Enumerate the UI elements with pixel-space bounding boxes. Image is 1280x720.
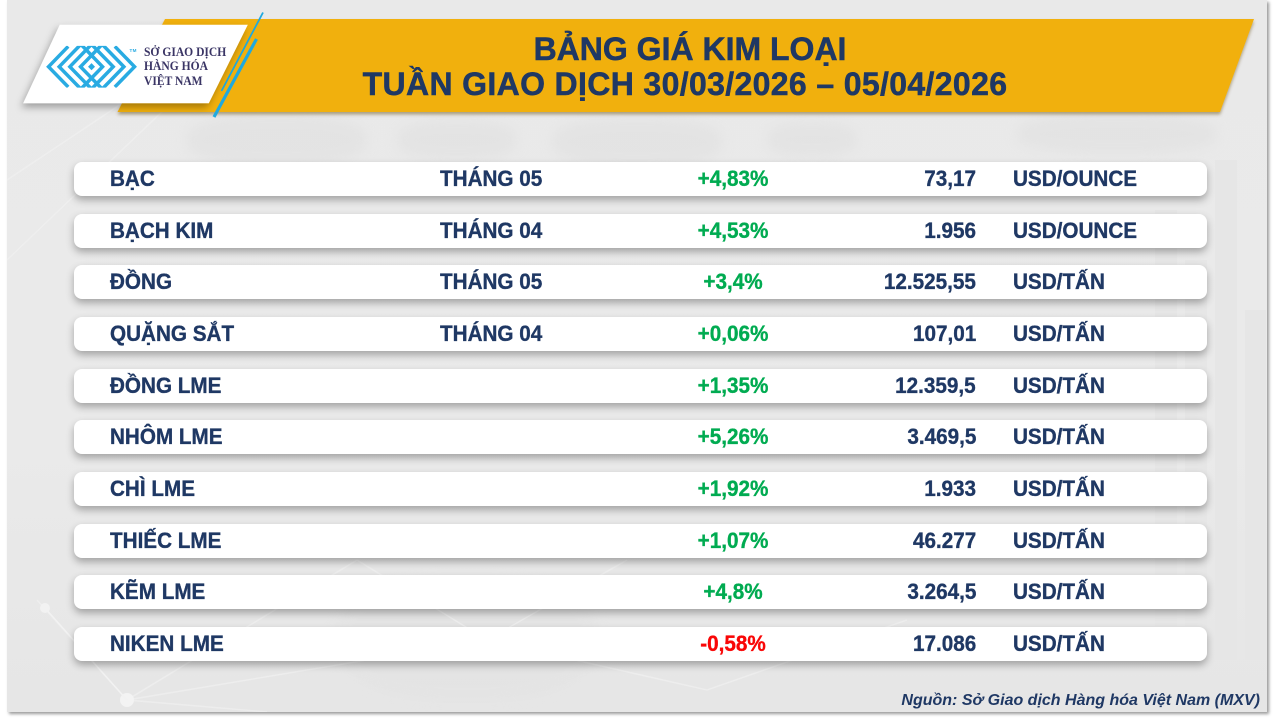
svg-text:TM: TM [130,48,137,53]
